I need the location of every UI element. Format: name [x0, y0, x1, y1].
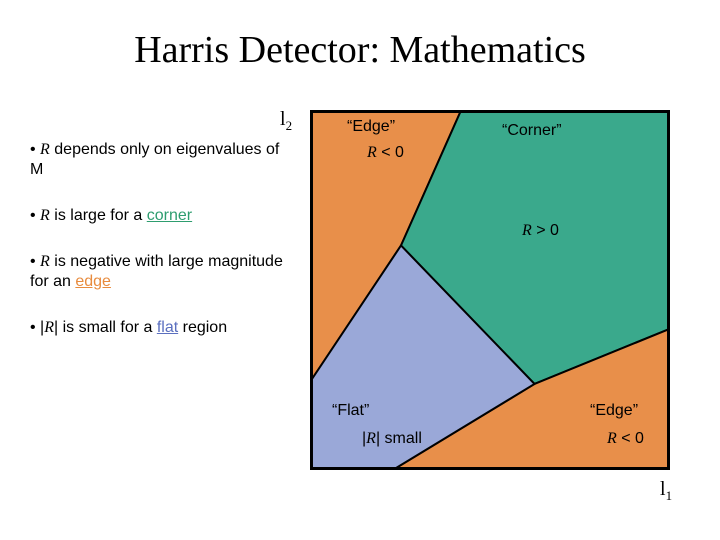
bullet-3: • R is negative with large magnitude for…	[30, 252, 290, 292]
sub-edge-right-R: R	[607, 430, 617, 447]
bullet-1-R: R	[40, 141, 50, 158]
sub-edge-top-R: R	[367, 144, 377, 161]
bullet-4-R: R	[44, 319, 54, 336]
bullet-2-text: is large for a	[50, 207, 147, 224]
bullet-2-dot: •	[30, 207, 40, 224]
sub-flat: |R| small	[362, 430, 422, 448]
sub-flat-rest: | small	[376, 430, 422, 447]
bullet-4-text: | is small for a	[54, 319, 157, 336]
bullet-2-keyword-corner: corner	[147, 207, 192, 224]
bullet-3-R: R	[40, 253, 50, 270]
slide-title: Harris Detector: Mathematics	[0, 28, 720, 72]
lambda-x-sub: 1	[666, 488, 673, 503]
lambda-y-sub: 2	[286, 118, 293, 133]
label-edge-right: “Edge”	[590, 402, 638, 420]
bullet-3-dot: •	[30, 253, 40, 270]
bullet-1-text: depends only on eigenvalues of M	[30, 141, 279, 178]
sub-edge-top: R < 0	[367, 144, 404, 162]
sub-corner-R: R	[522, 222, 532, 239]
bullet-4-post: region	[178, 319, 227, 336]
bullet-4-keyword-flat: flat	[157, 319, 178, 336]
bullet-1-dot: •	[30, 141, 40, 158]
bullet-4: • |R| is small for a flat region	[30, 318, 290, 338]
sub-corner-rest: > 0	[532, 222, 559, 239]
sub-edge-right-rest: < 0	[617, 430, 644, 447]
bullet-3-text: is negative with large magnitude for an	[30, 253, 283, 290]
bullet-1: • R depends only on eigenvalues of M	[30, 140, 290, 180]
bullet-2-R: R	[40, 207, 50, 224]
label-corner: “Corner”	[502, 122, 562, 140]
sub-edge-right: R < 0	[607, 430, 644, 448]
bullet-4-dot: • |	[30, 319, 44, 336]
slide: Harris Detector: Mathematics l2 • R depe…	[0, 0, 720, 540]
sub-edge-top-rest: < 0	[377, 144, 404, 161]
lambda-plane-diagram: “Edge” R < 0 “Corner” R > 0 “Flat” |R| s…	[310, 110, 670, 470]
sub-flat-R: R	[366, 430, 376, 447]
sub-corner: R > 0	[522, 222, 559, 240]
label-flat: “Flat”	[332, 402, 369, 420]
label-edge-top: “Edge”	[347, 118, 395, 136]
axis-label-lambda-2: l2	[280, 108, 292, 134]
bullet-list: • R depends only on eigenvalues of M • R…	[30, 140, 290, 364]
bullet-3-keyword-edge: edge	[75, 273, 111, 290]
bullet-2: • R is large for a corner	[30, 206, 290, 226]
axis-label-lambda-1: l1	[660, 478, 672, 504]
